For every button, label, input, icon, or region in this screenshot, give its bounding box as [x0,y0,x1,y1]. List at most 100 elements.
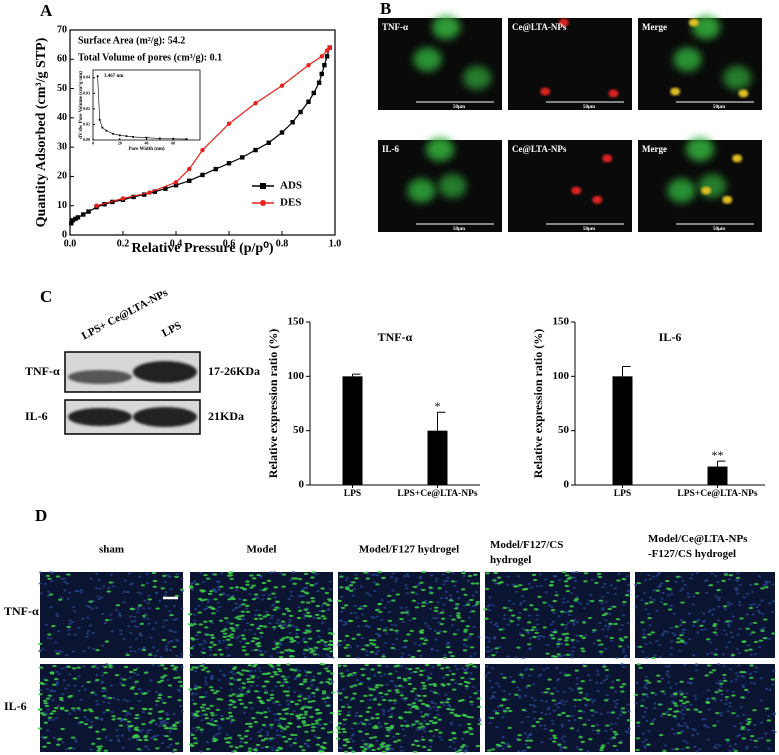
nucleus [264,690,267,692]
positive-cell [382,699,386,701]
positive-cell [155,607,159,609]
nucleus [515,591,518,593]
positive-cell [418,700,422,702]
nucleus [706,653,709,655]
nucleus [313,695,316,697]
positive-cell [427,749,431,751]
positive-cell [49,713,53,715]
positive-cell [445,666,449,668]
nucleus [692,654,695,656]
positive-cell [224,738,228,740]
nucleus [726,741,729,743]
nucleus [644,579,647,581]
nucleus [270,617,273,619]
positive-cell [675,710,679,712]
nucleus [107,587,110,589]
positive-cell [251,717,255,719]
nucleus [717,605,720,607]
nucleus [536,585,539,587]
positive-cell [493,572,497,574]
positive-cell [363,748,367,750]
nucleus [506,656,509,658]
nucleus [100,718,103,720]
nucleus [715,743,718,745]
positive-cell [379,684,383,686]
positive-cell [58,599,62,601]
nucleus [495,683,498,685]
positive-cell [683,696,687,698]
positive-cell [138,604,142,606]
positive-cell [280,684,284,686]
positive-cell [283,678,287,680]
nucleus [226,594,229,596]
positive-cell [352,672,356,674]
nucleus [163,723,166,725]
positive-cell [38,693,42,695]
nucleus [137,591,140,593]
nucleus [562,703,565,705]
nucleus [601,629,604,631]
positive-cell [552,699,556,701]
positive-cell [550,693,554,695]
nucleus [385,633,388,635]
positive-cell [168,738,172,740]
positive-cell [144,739,148,741]
positive-cell [303,681,307,683]
positive-cell [366,578,370,580]
nucleus [95,587,98,589]
nucleus [204,691,207,693]
positive-cell [95,679,99,681]
nucleus [643,633,646,635]
positive-cell [244,735,248,737]
nucleus [159,656,162,658]
positive-cell [553,737,557,739]
column-header: Model/F127 hydrogel [359,544,459,556]
positive-cell [197,631,201,633]
positive-cell [153,738,157,740]
positive-cell [257,642,261,644]
nucleus [696,572,699,574]
nucleus [557,655,560,657]
positive-cell [363,620,367,622]
positive-cell [327,731,331,733]
nucleus [306,745,309,747]
nucleus [299,595,302,597]
nucleus [165,645,168,647]
positive-cell [66,626,70,628]
data-point [320,72,324,76]
nucleus [67,633,70,635]
positive-cell [354,577,358,579]
positive-cell [96,746,100,748]
x-tick-label: 40 [145,141,149,146]
positive-cell [295,636,299,638]
positive-cell [301,720,305,722]
positive-cell [510,620,514,622]
positive-cell [349,686,353,688]
nucleus [279,623,282,625]
positive-cell [306,739,310,741]
nucleus [191,692,194,694]
positive-cell [570,727,574,729]
nucleus [47,591,50,593]
positive-cell [170,665,174,667]
nucleus [725,634,728,636]
nucleus [304,674,307,676]
nucleus [467,580,470,582]
positive-cell [553,600,557,602]
nucleus [715,596,718,598]
positive-cell [174,576,178,578]
nucleus [765,688,768,690]
positive-cell [49,593,53,595]
positive-cell [47,694,51,696]
positive-cell [744,689,748,691]
nucleus [288,632,291,634]
nucleus [289,619,292,621]
cell-signal [414,47,442,71]
positive-cell [339,575,343,577]
nucleus [155,691,158,693]
positive-cell [214,720,218,722]
nucleus [66,582,69,584]
nucleus [738,652,741,654]
cell-signal [674,47,702,71]
positive-cell [290,655,294,657]
